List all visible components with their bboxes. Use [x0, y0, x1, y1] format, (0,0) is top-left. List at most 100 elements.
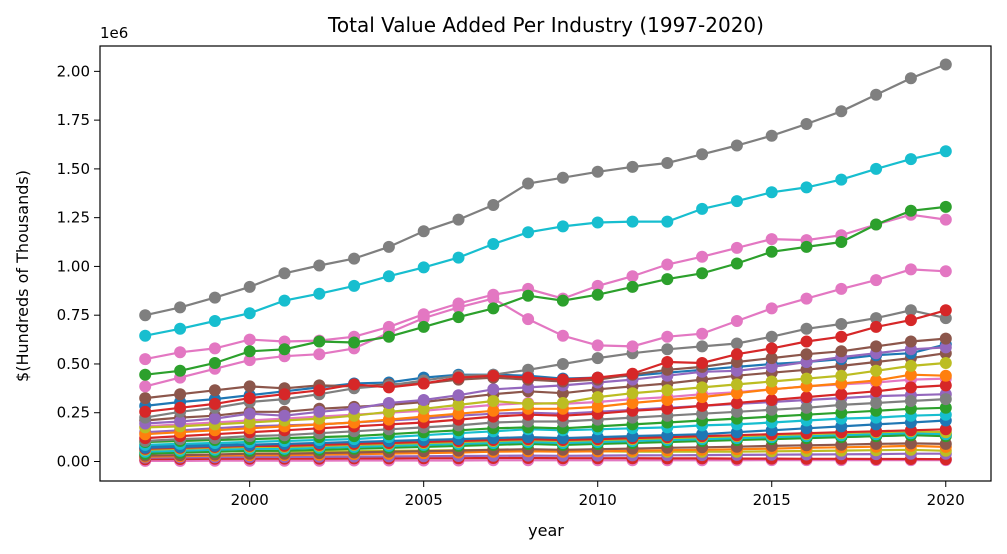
data-point [730, 364, 743, 377]
plot-frame [99, 45, 992, 482]
data-point [487, 199, 500, 211]
data-point [626, 387, 639, 400]
data-point [661, 330, 674, 343]
data-point [696, 381, 709, 394]
data-point [904, 335, 917, 348]
data-point [556, 397, 569, 409]
y-tick-label: 0.00 [57, 452, 90, 470]
data-point [904, 304, 917, 317]
data-point [765, 342, 778, 355]
data-point [800, 348, 813, 361]
data-point [661, 394, 674, 406]
series-0 [139, 58, 952, 322]
data-point [904, 368, 917, 381]
data-point [939, 332, 952, 345]
data-point [696, 327, 709, 340]
x-tick-label: 2010 [579, 491, 617, 509]
data-point [382, 381, 395, 394]
data-point [835, 398, 848, 411]
data-point [591, 371, 604, 384]
data-point [208, 315, 221, 327]
series-1 [139, 145, 952, 342]
data-point [313, 384, 326, 397]
data-point [939, 265, 952, 278]
data-point [904, 204, 917, 217]
data-point [243, 280, 256, 293]
data-point [591, 216, 604, 229]
data-point [278, 294, 291, 307]
x-axis-title: year [528, 521, 564, 540]
data-point [835, 173, 848, 186]
x-tick-label: 2005 [405, 491, 443, 509]
series-line [144, 268, 946, 388]
y-tick-label: 1.00 [57, 257, 90, 275]
data-point [487, 383, 500, 396]
data-point [243, 333, 256, 346]
data-point [626, 340, 639, 353]
data-point [417, 377, 430, 390]
data-point [243, 416, 256, 429]
data-point [870, 385, 883, 398]
data-point [800, 181, 813, 194]
data-point [556, 220, 569, 233]
data-point [417, 261, 430, 274]
x-axis-ticks: 2000 2005 2010 2015 2020 [231, 481, 965, 509]
data-point [661, 402, 674, 415]
data-point [730, 241, 743, 254]
data-point [278, 267, 291, 280]
data-point [730, 378, 743, 391]
data-point [382, 405, 395, 418]
data-point [870, 88, 883, 101]
data-point [382, 270, 395, 283]
data-point [278, 409, 291, 422]
data-point [417, 225, 430, 238]
data-point [243, 392, 256, 405]
y-tick-label: 2.00 [57, 62, 90, 80]
data-point [487, 369, 500, 382]
data-point [139, 368, 152, 381]
data-point [661, 157, 674, 169]
data-point [452, 407, 465, 420]
data-point [939, 213, 952, 226]
series-5 [139, 304, 952, 418]
data-point [626, 367, 639, 380]
data-point [382, 320, 395, 333]
data-point [139, 405, 152, 418]
data-point [765, 186, 778, 199]
data-point [730, 348, 743, 361]
data-point [556, 294, 569, 307]
data-point [696, 202, 709, 215]
data-point [591, 339, 604, 352]
data-point [835, 345, 848, 358]
series-line [145, 459, 946, 462]
data-point [417, 402, 430, 415]
data-point [626, 160, 639, 173]
data-point [139, 309, 152, 322]
data-point [835, 318, 848, 330]
data-point [139, 380, 152, 393]
data-point [278, 388, 291, 401]
data-point [522, 226, 535, 239]
data-point [800, 335, 813, 348]
data-point [870, 162, 883, 175]
data-point [174, 346, 187, 359]
data-point [730, 387, 743, 400]
data-point [696, 148, 709, 161]
data-point [243, 407, 256, 420]
data-point [452, 251, 465, 264]
series-3 [139, 208, 952, 366]
y-offset-label: 1e6 [100, 24, 128, 42]
data-point [243, 354, 256, 367]
data-point [661, 273, 674, 286]
data-point [591, 279, 604, 292]
data-point [696, 250, 709, 263]
data-point [452, 389, 465, 402]
y-tick-label: 0.50 [57, 355, 90, 373]
y-tick-label: 1.75 [57, 111, 90, 129]
data-point [835, 369, 848, 382]
data-point [835, 236, 848, 248]
data-point [765, 245, 778, 258]
data-point [661, 384, 674, 397]
data-point [730, 405, 743, 418]
data-point [522, 177, 535, 190]
